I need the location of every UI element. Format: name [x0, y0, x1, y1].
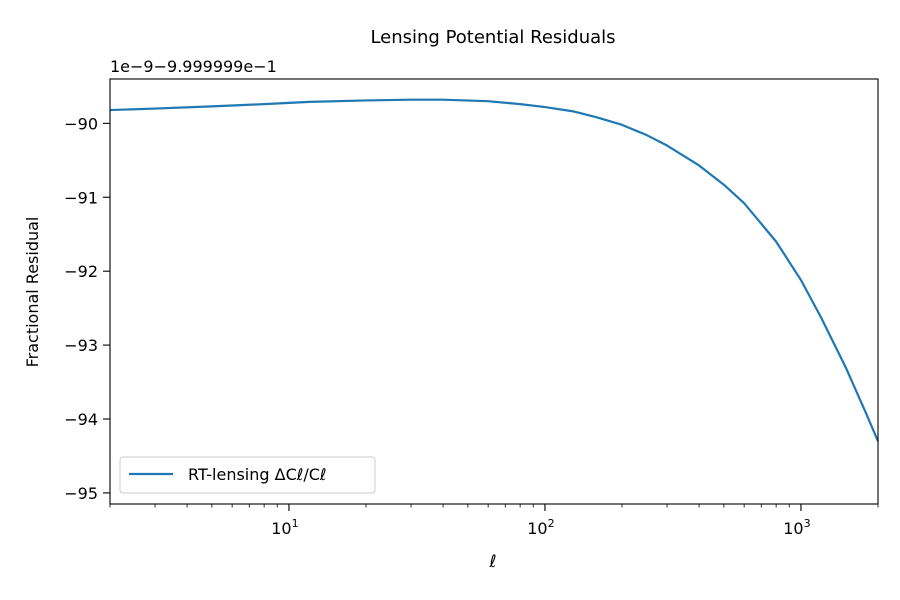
y-tick-label: −90: [64, 114, 98, 133]
plot-frame: [109, 78, 879, 505]
axes: 101 102 103 −90 −91 −92 −93 −94 −95: [64, 78, 879, 538]
chart-title: Lensing Potential Residuals: [370, 27, 615, 48]
y-tick-label: −91: [64, 188, 98, 207]
series-line: [109, 98, 880, 442]
y-tick-label: −92: [64, 262, 98, 281]
x-axis-label: ℓ: [488, 552, 496, 572]
legend-label: RT-lensing ΔCℓ/Cℓ: [188, 465, 327, 484]
legend: RT-lensing ΔCℓ/Cℓ: [119, 456, 376, 494]
x-tick-label: 101: [271, 517, 298, 538]
y-tick-label: −93: [64, 336, 98, 355]
x-tick-label: 103: [783, 517, 810, 538]
y-tick-label: −94: [64, 410, 98, 429]
y-tick-label: −95: [64, 484, 98, 503]
y-axis-label: Fractional Residual: [23, 217, 42, 368]
legend-frame: [119, 456, 376, 494]
plot-area: [109, 98, 880, 442]
y-offset-text: 1e−9−9.999999e−1: [110, 57, 277, 76]
x-tick-label: 102: [527, 517, 554, 538]
